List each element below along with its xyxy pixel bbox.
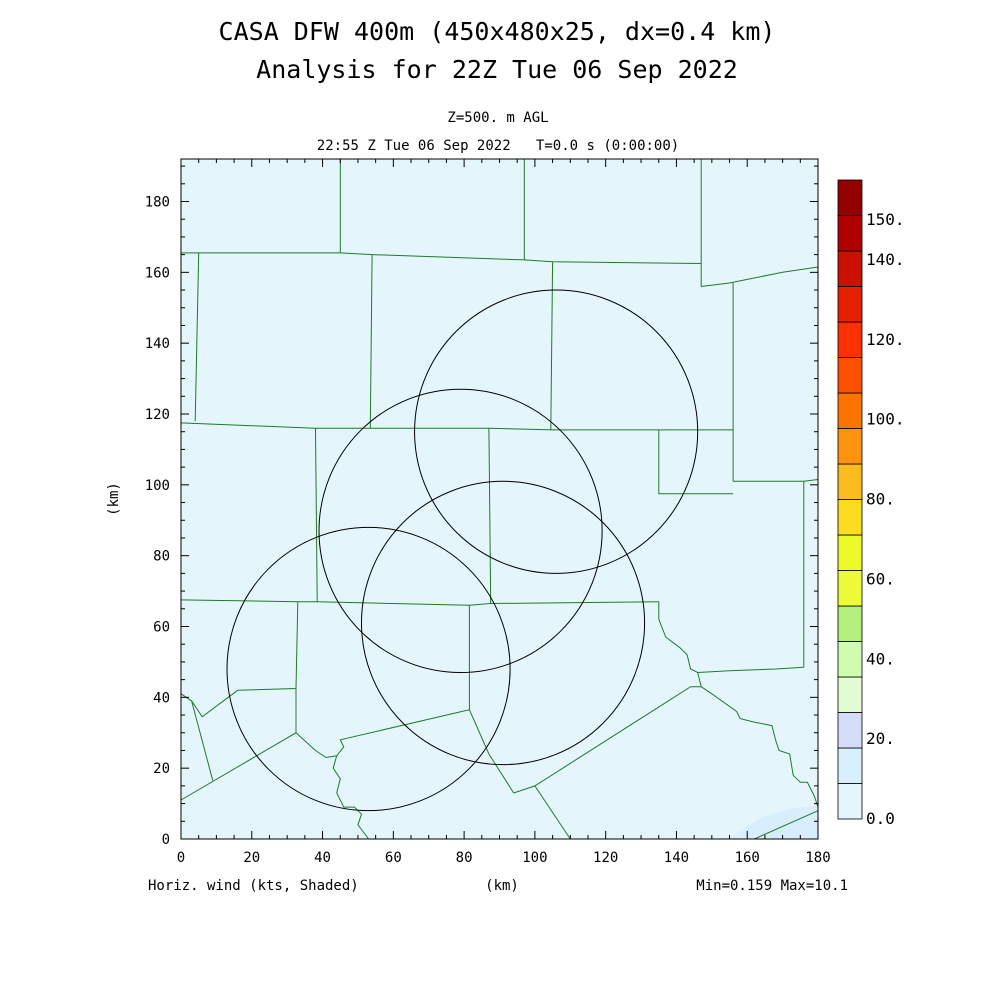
x-tick-label: 180 xyxy=(805,850,830,866)
colorbar-segment xyxy=(837,641,863,678)
x-tick-label: 40 xyxy=(314,850,331,866)
x-tick-label: 140 xyxy=(664,850,689,866)
colorbar-segment xyxy=(837,286,863,323)
colorbar-label: 140. xyxy=(866,250,905,269)
min-max-label: Min=0.159 Max=10.1 xyxy=(696,878,848,894)
colorbar-segment xyxy=(837,605,863,642)
county-boundaries xyxy=(180,159,819,840)
x-tick-label: 60 xyxy=(385,850,402,866)
x-tick-label: 20 xyxy=(243,850,260,866)
colorbar-segment xyxy=(837,712,863,749)
radar-range-ring xyxy=(226,526,511,812)
x-tick-label: 160 xyxy=(735,850,760,866)
colorbar-label: 120. xyxy=(866,330,905,349)
county-line xyxy=(513,686,702,794)
y-tick-label: 20 xyxy=(153,761,170,777)
colorbar: 0.0 20. 40. 60. 80. 100. 120. 140. 150. xyxy=(837,179,905,828)
radar-range-ring xyxy=(360,480,646,766)
level-label: Z=500. m AGL xyxy=(447,110,548,126)
colorbar-segment xyxy=(837,392,863,429)
colorbar-segment xyxy=(837,534,863,571)
x-axis-label: (km) xyxy=(485,878,519,894)
colorbar-segment xyxy=(837,499,863,536)
county-line xyxy=(315,428,318,602)
colorbar-segment xyxy=(837,250,863,287)
chart-title: CASA DFW 400m (450x480x25, dx=0.4 km) xyxy=(219,17,776,46)
field-background xyxy=(181,159,818,839)
county-line xyxy=(697,672,819,808)
x-tick-label: 0 xyxy=(177,850,185,866)
x-tick-label: 80 xyxy=(456,850,473,866)
county-line xyxy=(658,429,734,495)
y-tick-label: 60 xyxy=(153,620,170,636)
low-wind-patch xyxy=(729,805,818,839)
county-line xyxy=(180,599,659,606)
y-tick-label: 0 xyxy=(162,832,170,848)
colorbar-label: 150. xyxy=(866,210,905,229)
colorbar-segment xyxy=(837,179,863,216)
x-tick-label: 120 xyxy=(593,850,618,866)
colorbar-label: 0.0 xyxy=(866,809,895,828)
county-line xyxy=(701,266,819,287)
county-line xyxy=(488,428,492,604)
colorbar-segment xyxy=(837,676,863,713)
county-line xyxy=(180,601,299,718)
plot-area: 0 20 40 60 80 100 120 140 160 180 0 20 40 60 80 100 120 1… xyxy=(145,158,831,866)
y-tick-label: 160 xyxy=(145,265,170,281)
colorbar-segment xyxy=(837,357,863,394)
y-tick-label: 140 xyxy=(145,336,170,352)
county-line xyxy=(194,252,200,422)
county-line xyxy=(191,700,214,781)
y-tick-label: 40 xyxy=(153,690,170,706)
colorbar-segment xyxy=(837,428,863,465)
colorbar-label: 40. xyxy=(866,649,895,668)
y-tick-label: 120 xyxy=(145,407,170,423)
y-tick-label: 180 xyxy=(145,195,170,211)
county-line xyxy=(468,709,515,794)
colorbar-segment xyxy=(837,747,863,784)
county-line xyxy=(754,810,819,840)
radar-range-rings xyxy=(226,289,699,812)
county-line xyxy=(658,601,804,674)
y-axis-label: (km) xyxy=(106,482,122,516)
colorbar-segment xyxy=(837,215,863,252)
colorbar-label: 100. xyxy=(866,410,905,429)
colorbar-label: 60. xyxy=(866,569,895,588)
county-line xyxy=(534,785,571,840)
y-tick-label: 80 xyxy=(153,549,170,565)
x-tick-label: 100 xyxy=(522,850,547,866)
field-label: Horiz. wind (kts, Shaded) xyxy=(148,878,359,894)
radar-range-ring xyxy=(414,289,699,574)
county-line xyxy=(369,254,373,429)
colorbar-segment xyxy=(837,570,863,607)
colorbar-segment xyxy=(837,783,863,820)
y-tick-label: 100 xyxy=(145,478,170,494)
county-line xyxy=(332,755,369,840)
time-label: 22:55 Z Tue 06 Sep 2022 T=0.0 s (0:00:00… xyxy=(317,138,679,154)
radar-range-ring xyxy=(318,388,603,674)
colorbar-segment xyxy=(837,321,863,358)
chart-subtitle: Analysis for 22Z Tue 06 Sep 2022 xyxy=(256,55,738,84)
colorbar-label: 80. xyxy=(866,490,895,509)
axis-ticks: 0 20 40 60 80 100 120 140 160 180 0 20 40 60 80 100 120 1… xyxy=(145,159,831,866)
colorbar-segment xyxy=(837,463,863,500)
colorbar-label: 20. xyxy=(866,729,895,748)
